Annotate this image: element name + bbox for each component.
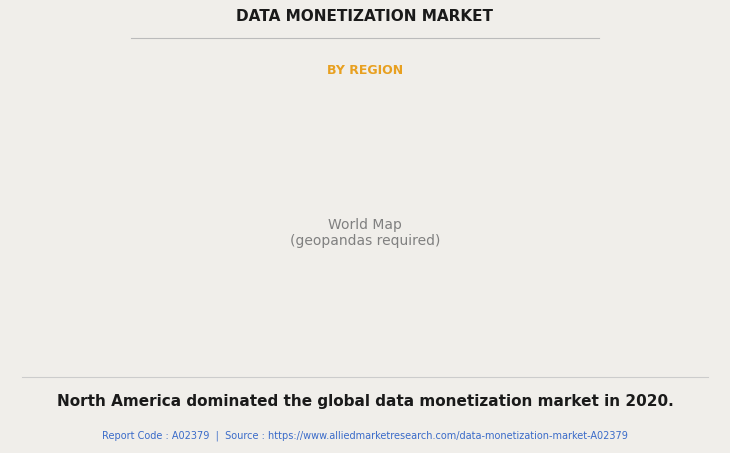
Text: World Map
(geopandas required): World Map (geopandas required) [290,218,440,248]
Text: DATA MONETIZATION MARKET: DATA MONETIZATION MARKET [237,9,493,24]
Text: North America dominated the global data monetization market in 2020.: North America dominated the global data … [57,394,673,409]
Text: BY REGION: BY REGION [327,64,403,77]
Text: Report Code : A02379  |  Source : https://www.alliedmarketresearch.com/data-mone: Report Code : A02379 | Source : https://… [102,430,628,441]
